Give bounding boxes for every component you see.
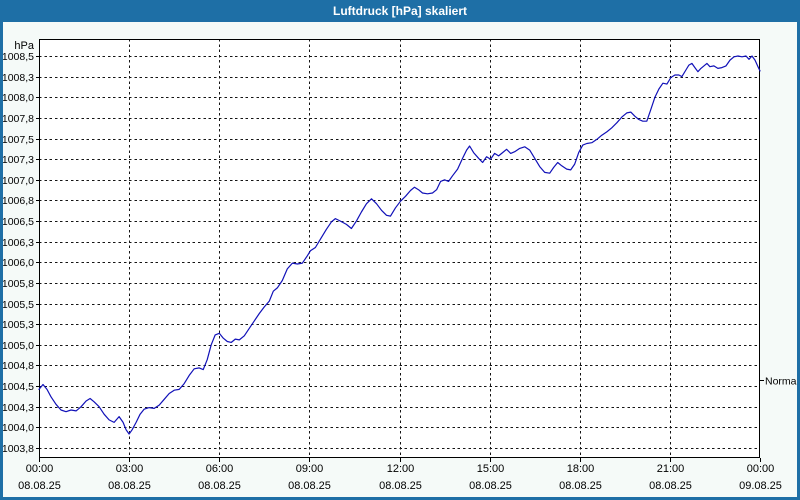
y-tick-label: 1008,5 xyxy=(3,51,34,63)
y-axis-unit-label: hPa xyxy=(14,40,34,52)
x-tick-date-label: 08.08.25 xyxy=(288,480,331,492)
y-tick-label: 1004,5 xyxy=(3,381,34,393)
pressure-chart-canvas: 1008,5 1008,3 1008,0 1007,8 1007,5 1007,3 1007… xyxy=(3,39,797,492)
y-tick-label: 1007,5 xyxy=(3,134,34,146)
x-tick-time-label: 00:00 xyxy=(747,463,775,475)
x-tick-time-label: 12:00 xyxy=(387,463,415,475)
y-tick-label: 1005,8 xyxy=(3,278,34,290)
page-title: Luftdruck [hPa] skaliert xyxy=(332,4,468,18)
y-tick-label: 1004,0 xyxy=(3,422,34,434)
x-tick-time-label: 03:00 xyxy=(116,463,144,475)
x-tick-date-label: 08.08.25 xyxy=(198,480,241,492)
x-tick-date-label: 08.08.25 xyxy=(559,480,602,492)
y-tick-label: 1006,0 xyxy=(3,257,34,269)
pressure-series-line xyxy=(38,55,761,435)
y-tick-label: 1004,8 xyxy=(3,360,34,372)
y-tick-label: 1006,8 xyxy=(3,195,34,207)
x-tick-time-label: 18:00 xyxy=(567,463,595,475)
x-tick-time-label: 09:00 xyxy=(296,463,324,475)
plot-area xyxy=(39,39,760,458)
y-tick-label: 1005,0 xyxy=(3,340,34,352)
x-tick-time-label: 00:00 xyxy=(26,463,54,475)
x-tick-time-label: 15:00 xyxy=(477,463,505,475)
y-tick-label: 1008,3 xyxy=(3,72,34,84)
y-tick-label: 1006,3 xyxy=(3,237,34,249)
y-tick-label: 1003,8 xyxy=(3,443,34,455)
x-tick-date-label: 09.08.25 xyxy=(739,480,782,492)
y-tick-label: 1006,5 xyxy=(3,216,34,228)
x-tick-date-label: 08.08.25 xyxy=(108,480,151,492)
x-tick-time-label: 21:00 xyxy=(657,463,685,475)
normal-marker-label: Normal xyxy=(765,376,797,388)
x-tick-time-label: 06:00 xyxy=(206,463,234,475)
y-tick-label: 1007,8 xyxy=(3,113,34,125)
y-tick-label: 1005,5 xyxy=(3,299,34,311)
plot-border xyxy=(39,39,760,458)
x-tick-date-label: 08.08.25 xyxy=(18,480,61,492)
y-tick-label: 1005,3 xyxy=(3,319,34,331)
chart-panel: 1008,5 1008,3 1008,0 1007,8 1007,5 1007,3 1007… xyxy=(3,22,797,497)
y-tick-label: 1007,0 xyxy=(3,175,34,187)
x-tick-date-label: 08.08.25 xyxy=(379,480,422,492)
y-tick-label: 1007,3 xyxy=(3,154,34,166)
x-tick-date-label: 08.08.25 xyxy=(649,480,692,492)
x-tick-date-label: 08.08.25 xyxy=(469,480,512,492)
title-bar: Luftdruck [hPa] skaliert xyxy=(3,0,797,22)
y-tick-label: 1008,0 xyxy=(3,92,34,104)
y-tick-label: 1004,3 xyxy=(3,402,34,414)
